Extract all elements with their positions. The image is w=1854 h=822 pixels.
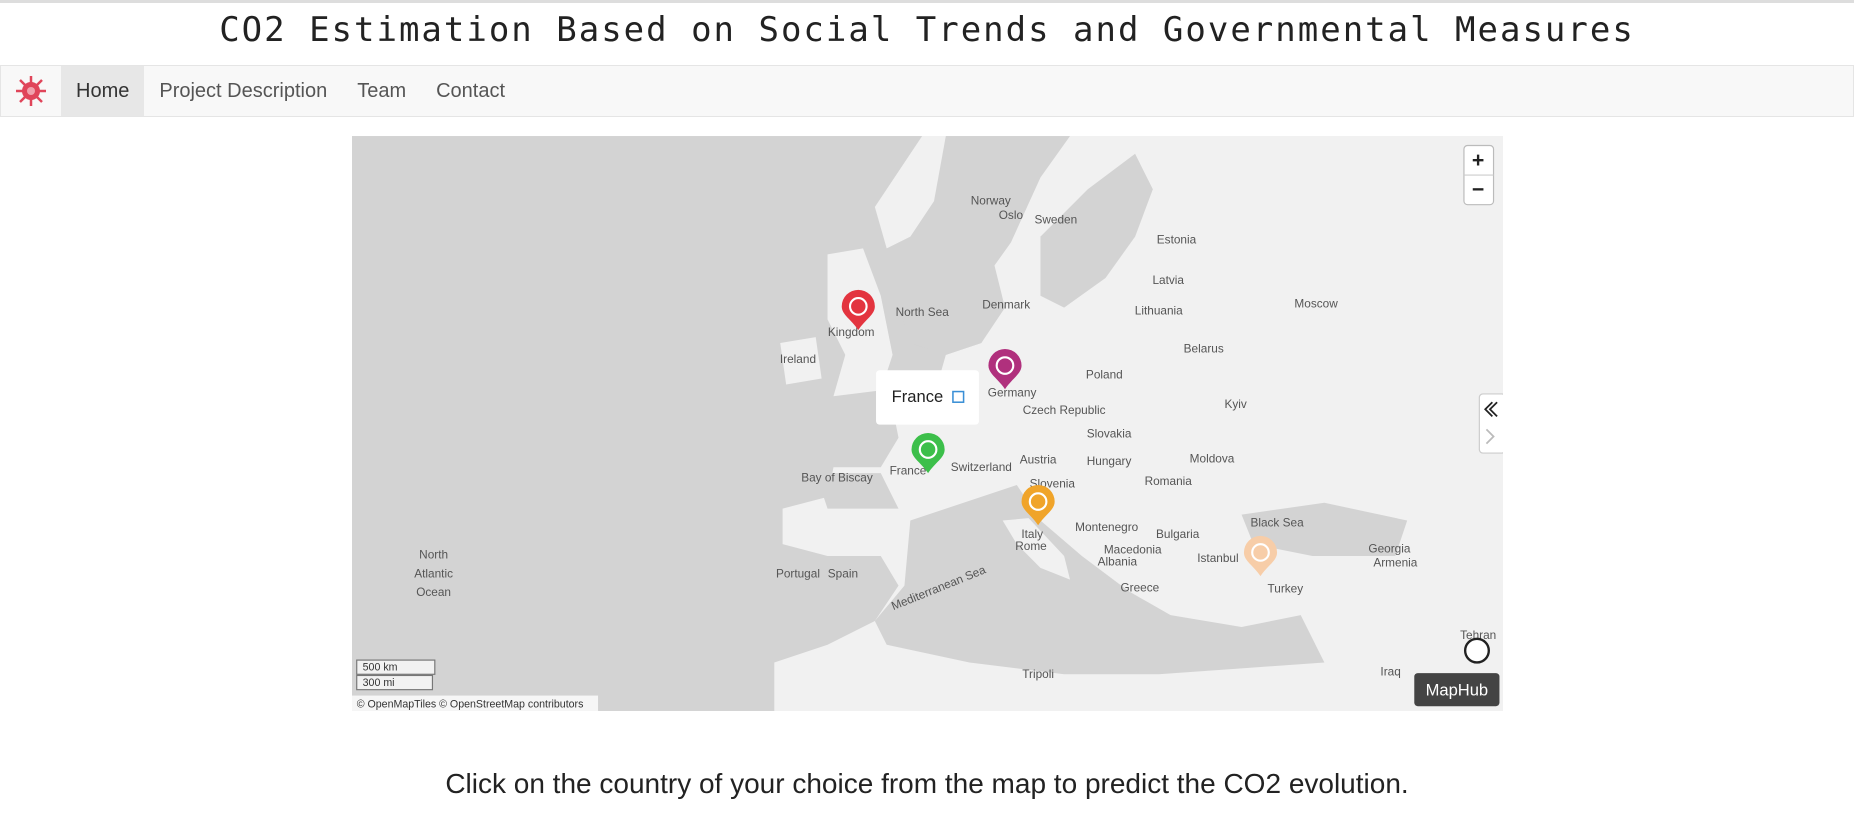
nav-link[interactable]: Home — [61, 66, 145, 116]
zoom-out[interactable]: − — [1472, 177, 1484, 201]
maphub-brand[interactable]: MapHub — [1426, 681, 1489, 700]
map-label: Rome — [1015, 539, 1047, 553]
map-label: Denmark — [982, 298, 1030, 312]
map-label: Bulgaria — [1156, 527, 1200, 541]
map-label: Norway — [971, 194, 1011, 208]
map-label: Moscow — [1294, 297, 1338, 311]
marker-icon — [918, 440, 938, 459]
info-button[interactable] — [1463, 637, 1490, 664]
map-label: Macedonia — [1104, 543, 1162, 557]
map-label: North Sea — [896, 305, 950, 319]
map-label: Italy — [1021, 527, 1043, 541]
logo[interactable] — [1, 66, 61, 116]
map-label: Oslo — [999, 208, 1024, 222]
top-border — [0, 0, 1854, 3]
map-label: Hungary — [1087, 454, 1132, 468]
map-label: Atlantic — [414, 566, 453, 580]
map-label: Ocean — [416, 585, 451, 599]
map-label: Poland — [1086, 368, 1123, 382]
marker[interactable] — [841, 289, 875, 331]
side-toggle[interactable] — [1478, 393, 1503, 454]
map-label: Sweden — [1034, 213, 1077, 227]
map-label: Turkey — [1268, 582, 1304, 596]
map-label: Greece — [1120, 580, 1159, 594]
nav-link[interactable]: Contact — [436, 80, 506, 102]
map-label: Kingdom — [828, 325, 875, 339]
map-label: Istanbul — [1197, 551, 1238, 565]
instruction: Click on the country of your choice from… — [445, 768, 1409, 799]
page-title: CO2 Estimation Based on Social Trends an… — [219, 10, 1635, 50]
map-label: Slovakia — [1087, 427, 1132, 441]
marker-icon — [995, 356, 1015, 375]
marker[interactable] — [1243, 535, 1278, 577]
map-label: Black Sea — [1250, 515, 1304, 529]
map-label: Ireland — [780, 352, 816, 366]
scale-mi: 300 mi — [363, 677, 395, 689]
marker-icon — [1251, 543, 1270, 562]
marker[interactable] — [1021, 485, 1055, 526]
map-label: Germany — [988, 385, 1037, 399]
map-label: Latvia — [1152, 273, 1184, 287]
map-label: Moldova — [1190, 452, 1235, 466]
navbar: Home Project Description Team Contact — [0, 65, 1854, 117]
map-label: North — [419, 547, 448, 561]
nav-link[interactable]: Project Description — [159, 80, 328, 102]
map-label: Austria — [1020, 453, 1057, 467]
map-label: Spain — [828, 566, 858, 580]
scale-bar: 500 km 300 mi — [356, 659, 436, 691]
map-label: Czech Republic — [1023, 403, 1106, 417]
map-label: Switzerland — [951, 460, 1012, 474]
map-label: Bay of Biscay — [801, 470, 873, 484]
map-label: Portugal — [776, 566, 820, 580]
map-label: Iraq — [1380, 664, 1400, 678]
map-label: Montenegro — [1075, 520, 1138, 534]
nav-link[interactable]: Team — [357, 80, 407, 102]
map-label: Estonia — [1157, 233, 1197, 247]
marker[interactable] — [988, 348, 1022, 390]
map-label: Lithuania — [1135, 304, 1183, 318]
marker[interactable] — [911, 432, 945, 474]
popup[interactable]: France — [876, 370, 979, 425]
map-label: Kyiv — [1224, 397, 1246, 411]
popup-label: France — [892, 387, 944, 406]
map-label: France — [890, 463, 927, 477]
map-label: Georgia — [1368, 541, 1410, 555]
map-label: Romania — [1145, 474, 1193, 488]
map-label: Armenia — [1373, 556, 1417, 570]
map[interactable]: Norway Oslo Sweden Estonia Latvia Lithua… — [352, 136, 1503, 711]
zoom-in[interactable]: + — [1472, 148, 1484, 172]
scale-km: 500 km — [363, 662, 398, 674]
map-label: Tehran — [1460, 628, 1496, 642]
markers — [841, 289, 1278, 577]
marker-icon — [848, 297, 868, 316]
map-label: Tripoli — [1022, 667, 1054, 681]
map-label: Albania — [1098, 554, 1138, 568]
marker-icon — [1028, 492, 1048, 511]
attribution[interactable]: © OpenMapTiles © OpenStreetMap contribut… — [357, 698, 584, 710]
zoom-control[interactable]: + − — [1463, 144, 1495, 206]
map-label: Belarus — [1184, 342, 1224, 356]
